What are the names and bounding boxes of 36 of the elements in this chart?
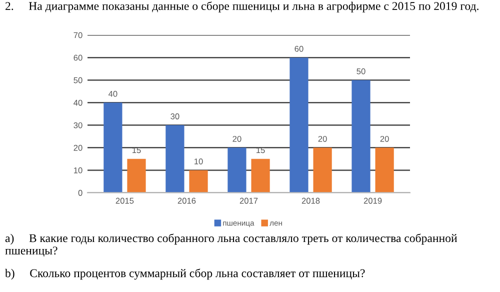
text: a) В какие годы количество собранного льна составляло треть от количества собранной пшеницы? [5,234,458,257]
data-label: 15 [132,147,141,154]
y-tick-label: 60 [74,54,82,61]
data-label: 30 [170,113,180,120]
x-tick-label: 2019 [364,198,382,204]
x-tick-label: 2015 [116,198,134,204]
bar [104,102,122,193]
y-tick-label: 0 [78,190,82,196]
bar [189,170,208,193]
bar [352,80,370,193]
x-tick-label: 2018 [302,198,320,204]
y-tick-label: 50 [74,77,82,84]
data-label: 10 [194,158,203,164]
y-tick-label: 70 [74,32,82,38]
y-tick-label: 10 [74,167,82,174]
text: b) Сколько процентов суммарный сбор льна составляет от пшеницы? [5,268,365,280]
data-label: 50 [356,68,366,74]
x-tick-label: 2017 [240,198,258,204]
x-tick-label: 2016 [178,198,196,204]
data-label: 15 [256,147,265,154]
chart-title: 2. На диаграмме показаны данные о сборе пшеницы и льна в агрофирме с 2015 по 2019 год. [6,1,478,12]
bar [313,148,332,193]
y-tick-label: 20 [74,144,82,151]
bar [251,158,270,193]
data-label: 60 [294,46,304,52]
y-tick-label: 30 [74,122,82,128]
data-label: 20 [318,136,327,142]
data-label: 20 [232,136,242,142]
bar [375,148,394,193]
bar [290,58,308,193]
bar [127,158,146,193]
y-tick-label: 40 [74,100,82,106]
data-label: 20 [380,136,389,142]
bar [166,125,184,193]
bar [228,148,246,193]
data-label: 40 [108,90,118,97]
